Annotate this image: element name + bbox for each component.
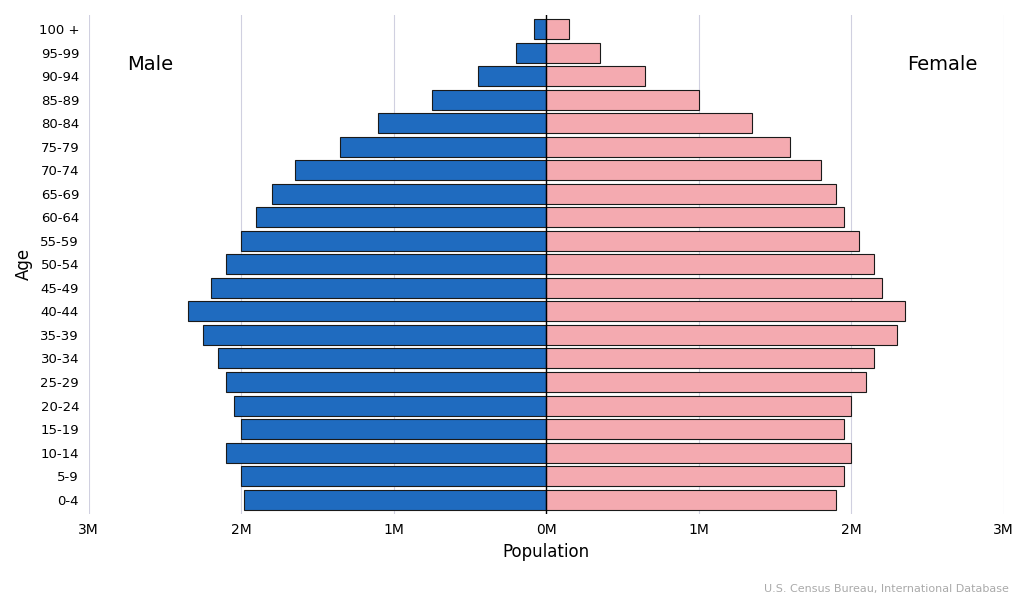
Bar xyxy=(203,325,546,345)
Bar xyxy=(294,160,546,180)
Bar xyxy=(226,372,546,392)
Text: U.S. Census Bureau, International Database: U.S. Census Bureau, International Databa… xyxy=(764,584,1008,594)
Bar xyxy=(241,466,546,486)
Bar xyxy=(546,113,752,133)
Bar xyxy=(534,19,546,39)
Bar xyxy=(241,419,546,439)
Bar xyxy=(546,137,790,157)
Bar xyxy=(477,66,546,86)
Bar xyxy=(218,349,546,368)
Bar xyxy=(546,19,569,39)
Bar xyxy=(546,254,874,274)
Bar xyxy=(546,395,851,416)
Bar xyxy=(379,113,546,133)
X-axis label: Population: Population xyxy=(502,543,590,561)
Bar xyxy=(211,278,546,298)
Bar xyxy=(432,89,546,110)
Bar xyxy=(546,231,859,251)
Bar xyxy=(546,184,836,204)
Bar xyxy=(341,137,546,157)
Bar xyxy=(546,43,600,62)
Bar xyxy=(256,208,546,227)
Bar xyxy=(546,466,844,486)
Bar xyxy=(226,254,546,274)
Text: Female: Female xyxy=(908,55,978,74)
Bar xyxy=(272,184,546,204)
Bar xyxy=(546,89,699,110)
Bar xyxy=(546,349,874,368)
Bar xyxy=(546,278,882,298)
Bar xyxy=(546,325,897,345)
Bar xyxy=(226,443,546,463)
Bar xyxy=(546,208,844,227)
Bar xyxy=(188,301,546,322)
Bar xyxy=(546,443,851,463)
Text: Male: Male xyxy=(127,55,173,74)
Bar xyxy=(546,66,645,86)
Bar xyxy=(546,160,821,180)
Y-axis label: Age: Age xyxy=(15,248,33,280)
Bar xyxy=(241,231,546,251)
Bar xyxy=(244,490,546,509)
Bar xyxy=(546,490,836,509)
Bar xyxy=(546,372,866,392)
Bar xyxy=(516,43,546,62)
Bar xyxy=(234,395,546,416)
Bar xyxy=(546,419,844,439)
Bar xyxy=(546,301,904,322)
